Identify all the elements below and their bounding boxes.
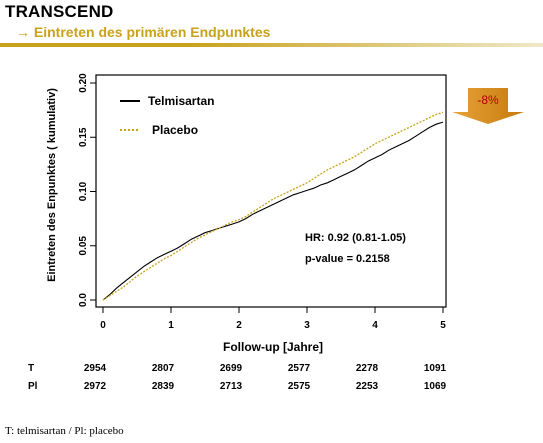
x-tick-label: 2 (236, 320, 242, 331)
hr-annotation: HR: 0.92 (0.81-1.05) (305, 232, 406, 244)
risk-cell: 2807 (152, 363, 175, 374)
kaplan-meier-chart: 0.0 0.05 0.10 0.15 0.20 0 1 2 3 4 5 Eintreten des… (28, 73, 524, 392)
risk-cell: 2699 (220, 363, 243, 374)
y-tick-label: 0.05 (78, 236, 89, 256)
series-line-placebo (102, 111, 444, 301)
y-tick-label: 0.0 (78, 293, 89, 307)
legend-telmisartan-label: Telmisartan (148, 94, 214, 108)
y-axis: 0.0 0.05 0.10 0.15 0.20 (78, 73, 96, 307)
plot-frame (95, 74, 447, 308)
y-tick-label: 0.15 (78, 127, 89, 147)
x-axis: 0 1 2 3 4 5 (100, 307, 446, 331)
x-tick-label: 1 (168, 320, 174, 331)
risk-cell: 2253 (356, 381, 379, 392)
legend: Telmisartan Placebo (120, 94, 214, 137)
x-tick-label: 0 (100, 320, 106, 331)
reduction-arrow: -8% (452, 88, 524, 124)
risk-cell: 2839 (152, 381, 175, 392)
risk-cell: 2972 (84, 381, 107, 392)
y-tick-label: 0.20 (78, 73, 89, 93)
risk-cell: 1091 (424, 363, 447, 374)
risk-cell: 2278 (356, 363, 379, 374)
risk-cell: 2575 (288, 381, 311, 392)
risk-cell: 1069 (424, 381, 447, 392)
reduction-label: -8% (477, 93, 499, 107)
divider-bar (0, 43, 543, 47)
y-axis-label: Eintreten des Enpunktes ( kumulativ) (46, 88, 58, 282)
x-axis-label: Follow-up [Jahre] (223, 340, 323, 354)
series-lines (102, 111, 444, 301)
x-tick-label: 4 (372, 320, 378, 331)
legend-placebo-label: Placebo (152, 123, 198, 137)
x-tick-label: 3 (304, 320, 310, 331)
risk-row-label: Pl (28, 381, 38, 392)
risk-cell: 2954 (84, 363, 107, 374)
slide-subtitle: → Eintreten des primären Endpunktes (16, 24, 271, 40)
x-tick-label: 5 (440, 320, 446, 331)
pvalue-annotation: p-value = 0.2158 (305, 253, 390, 265)
risk-cell: 2577 (288, 363, 311, 374)
y-tick-label: 0.10 (78, 181, 89, 201)
footnote: T: telmisartan / Pl: placebo (5, 425, 124, 437)
slide-title: TRANSCEND (5, 2, 114, 21)
risk-row-label: T (28, 363, 34, 374)
plot-border (95, 74, 447, 308)
risk-cell: 2713 (220, 381, 243, 392)
series-line-telmisartan (102, 121, 444, 301)
risk-table: T 2954 2807 2699 2577 2278 1091 Pl 2972 2839 2713 2… (28, 363, 447, 392)
